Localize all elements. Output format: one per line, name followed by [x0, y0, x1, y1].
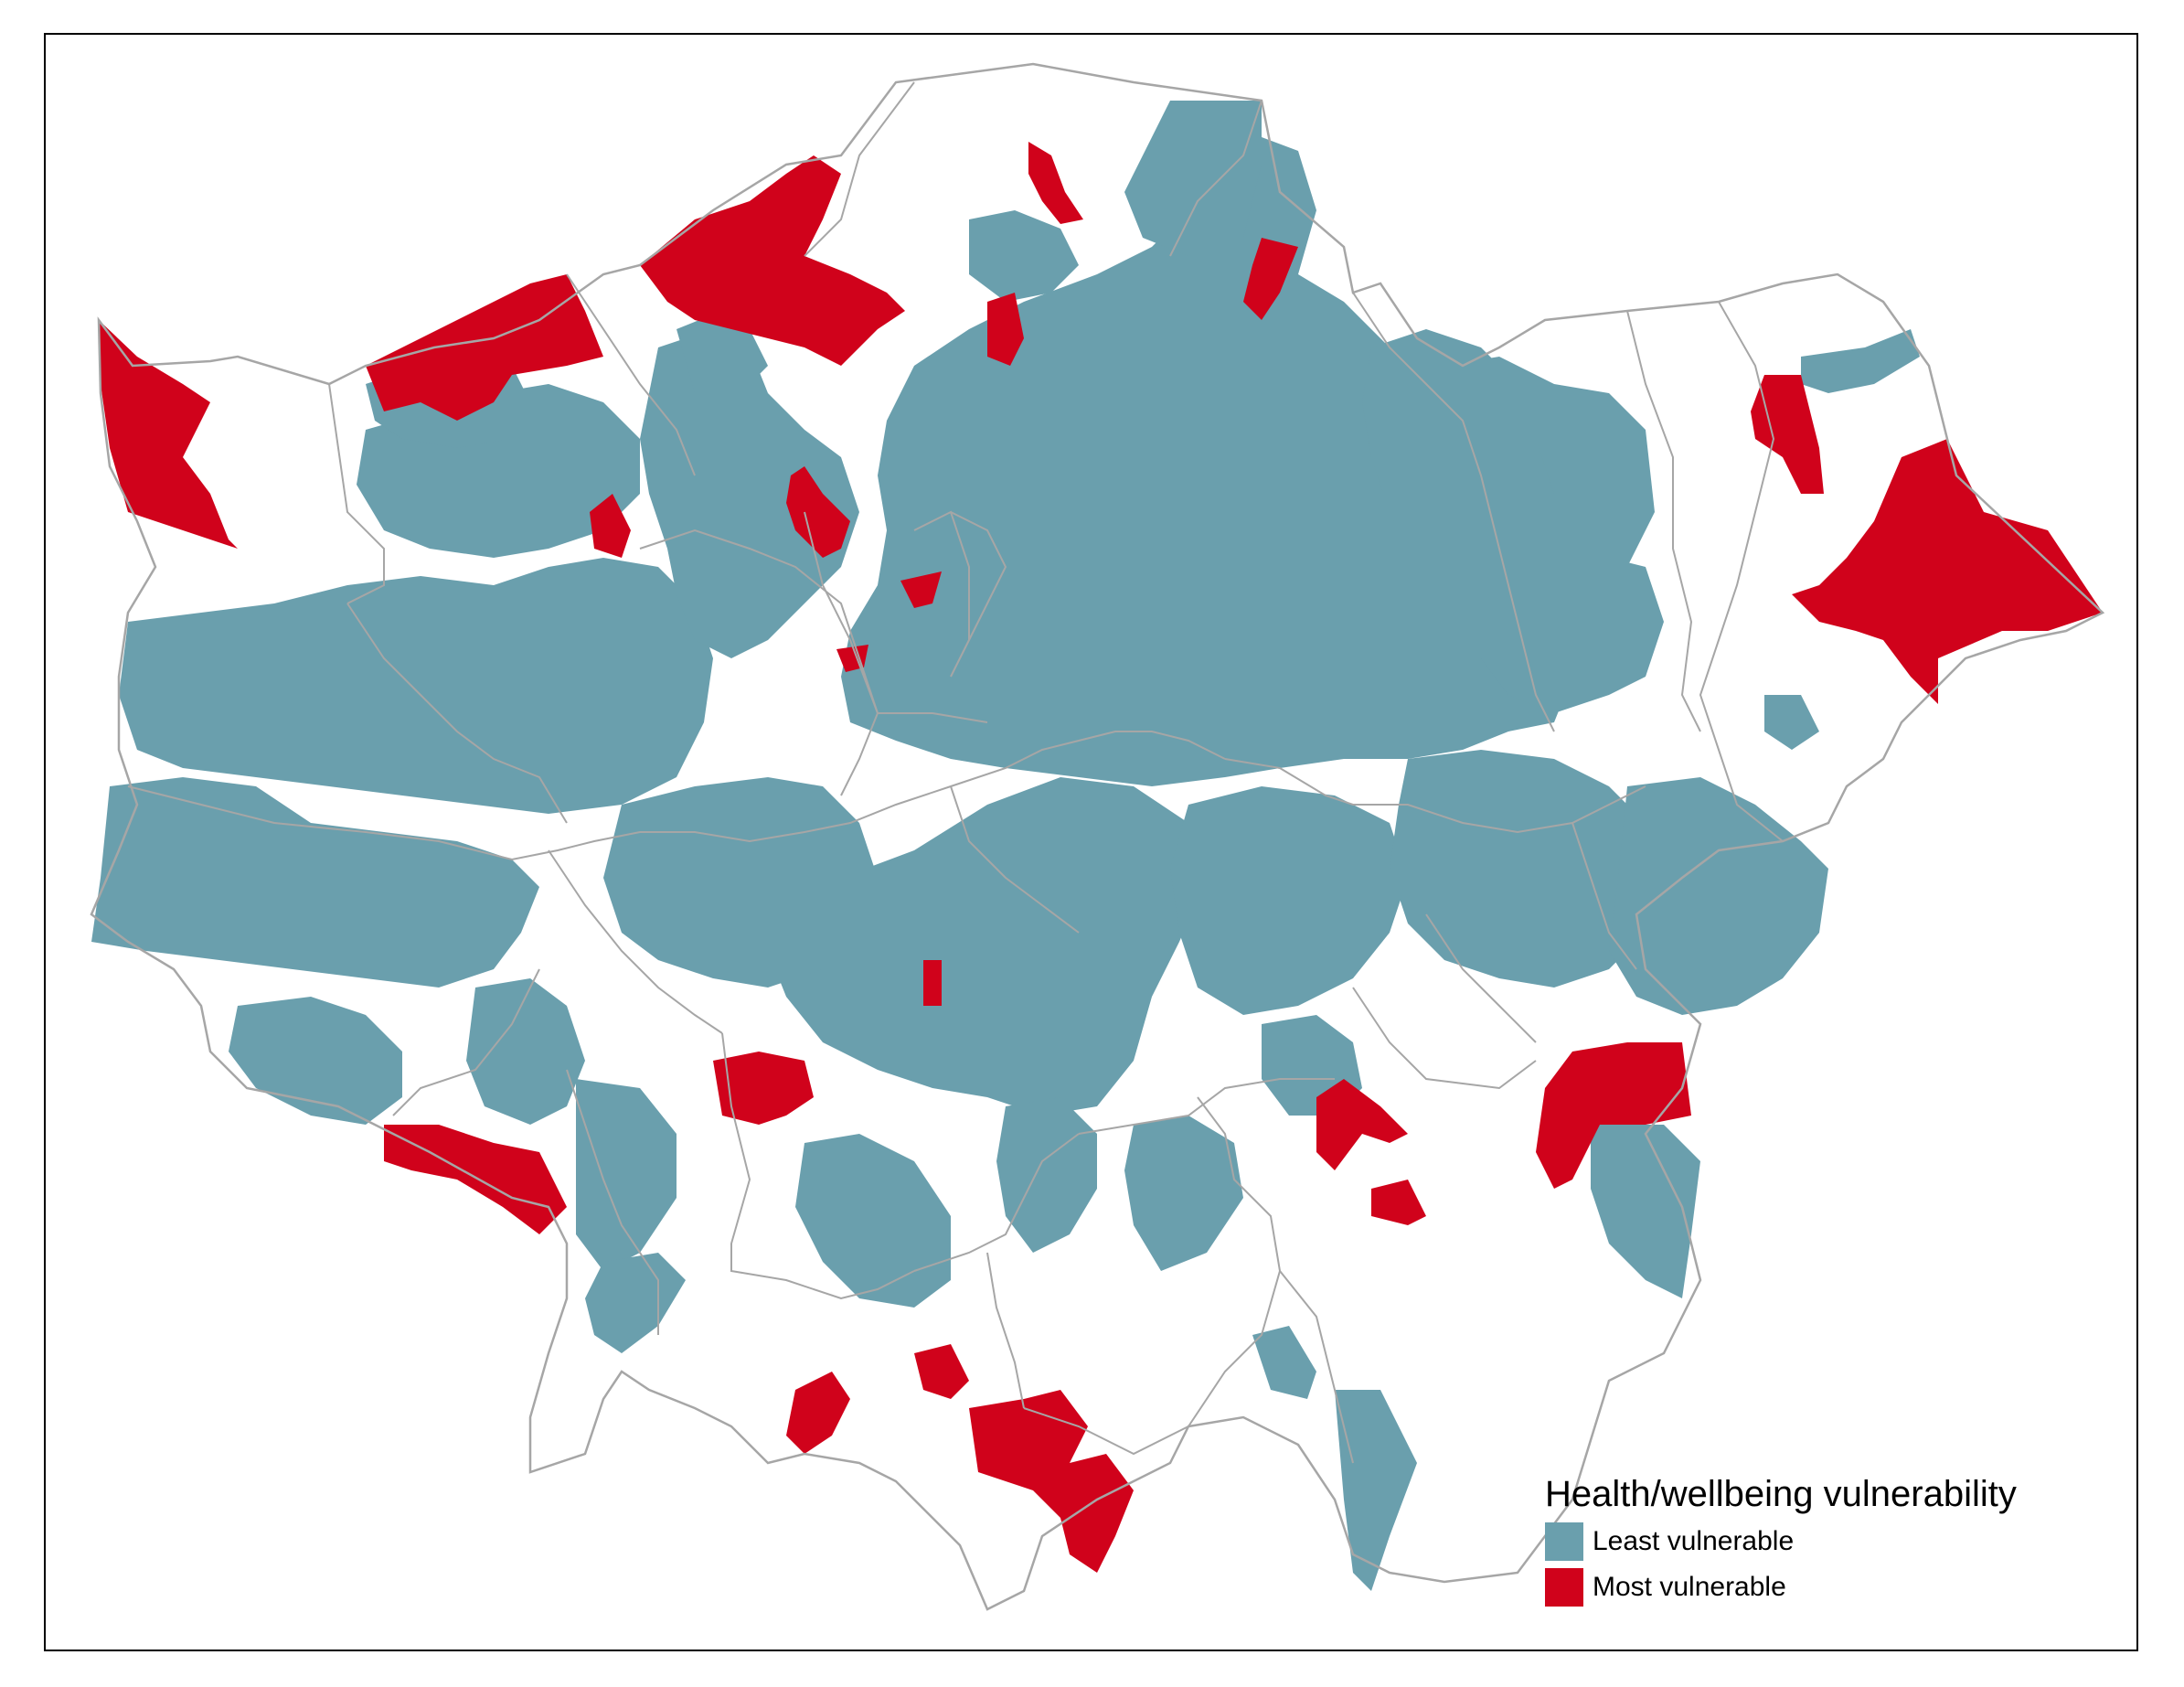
legend-title: Health/wellbeing vulnerability [1545, 1474, 2017, 1514]
legend-swatch-most-vulnerable [1545, 1568, 1583, 1607]
boundary-internal-13 [548, 849, 723, 1034]
boundary-internal-24 [1425, 913, 1537, 1043]
boundary-internal-1 [328, 383, 385, 604]
least-vulnerable-area-sutton-south [585, 1253, 686, 1353]
most-vulnerable-area-barnet-northeast [1028, 142, 1083, 224]
legend-item-most-vulnerable: Most vulnerable [1545, 1568, 2017, 1607]
boundary-internal-27 [878, 712, 988, 723]
boundary-internal-25 [1571, 822, 1637, 970]
most-vulnerable-area-sutton-east [914, 1344, 969, 1399]
boundary-internal-14 [392, 968, 540, 1116]
most-vulnerable-area-merton [713, 1052, 814, 1125]
boundary-internal-18 [986, 1252, 1025, 1409]
boundary-internal-28 [804, 511, 879, 714]
boundary-internal-9 [346, 603, 568, 824]
boundary-internal-8 [127, 731, 1226, 861]
london-outer-boundary [90, 62, 2105, 1611]
boundary-internal-4 [1169, 100, 1262, 257]
boundary-internal-12 [1224, 758, 1646, 834]
most-vulnerable-area-lambeth [900, 571, 942, 608]
boundary-internal-21 [1279, 1270, 1354, 1464]
least-vulnerable-area-south-edge [1252, 1326, 1316, 1399]
most-vulnerable-area-enfield-west [987, 293, 1024, 366]
most-vulnerable-area-lewisham [1316, 1079, 1408, 1170]
boundary-internal-19 [1023, 1407, 1189, 1456]
least-vulnerable-area-north-spine [1124, 101, 1262, 256]
legend-item-least-vulnerable: Least vulnerable [1545, 1522, 2017, 1561]
most-vulnerable-area-brent [590, 494, 631, 558]
legend: Health/wellbeing vulnerability Least vul… [1545, 1474, 2017, 1607]
most-vulnerable-area-bromley [1371, 1180, 1426, 1225]
least-vulnerable-areas [91, 101, 1920, 1591]
least-vulnerable-area-southeast-central [1170, 786, 1408, 1015]
least-vulnerable-area-north-west-central [640, 329, 859, 658]
most-vulnerable-area-southwest-edge [384, 1125, 567, 1234]
boundary-internal-2 [566, 273, 696, 476]
most-vulnerable-area-barnet-north [640, 155, 905, 366]
least-vulnerable-area-northeast [1362, 329, 1664, 713]
boundary-internal-20 [1188, 1096, 1282, 1427]
boundary-internal-3 [804, 81, 915, 257]
least-vulnerable-area-central-west [603, 777, 878, 988]
least-vulnerable-area-west-north [119, 558, 713, 814]
legend-label-least-vulnerable: Least vulnerable [1593, 1526, 1795, 1556]
boundary-internal-11 [950, 511, 1007, 641]
least-vulnerable-area-enfield [969, 210, 1079, 302]
borough-boundaries [90, 62, 2105, 1611]
least-vulnerable-area-croydon-central [996, 1097, 1097, 1253]
most-vulnerable-area-haringey [786, 466, 850, 558]
most-vulnerable-area-wandsworth [923, 960, 942, 1006]
least-vulnerable-area-east [1390, 750, 1664, 988]
boundary-internal-26 [950, 785, 1080, 934]
boundary-internal-15 [566, 1069, 659, 1335]
least-vulnerable-area-bexley-south [1591, 1125, 1700, 1298]
most-vulnerable-area-bexley [1536, 1042, 1691, 1189]
most-vulnerable-area-croydon-south [969, 1390, 1134, 1573]
least-vulnerable-area-havering-north [1801, 329, 1920, 393]
least-vulnerable-area-havering-south [1764, 695, 1819, 750]
least-vulnerable-area-bromley-west [1124, 1116, 1243, 1271]
boundary-internal-5 [1352, 292, 1555, 732]
boundary-internal-16 [721, 1032, 915, 1300]
least-vulnerable-area-southeast-edge [1335, 1390, 1417, 1591]
most-vulnerable-area-havering-east [1792, 439, 2103, 704]
boundary-internal-23 [1078, 1078, 1335, 1135]
most-vulnerable-area-harrow-north [366, 274, 603, 421]
legend-swatch-least-vulnerable [1545, 1522, 1583, 1561]
most-vulnerable-area-enfield-east [1243, 238, 1298, 320]
least-vulnerable-area-kingston [466, 978, 585, 1125]
least-vulnerable-area-bexley [1609, 777, 1828, 1015]
least-vulnerable-area-sutton-north [576, 1079, 677, 1271]
boundary-internal-10 [639, 529, 879, 796]
boundary-internal-6 [1626, 310, 1701, 732]
most-vulnerable-area-havering-north [1751, 375, 1824, 494]
boundary-internal-29 [913, 510, 970, 678]
least-vulnerable-area-south-central [768, 777, 1207, 1116]
legend-label-most-vulnerable: Most vulnerable [1593, 1572, 1786, 1602]
least-vulnerable-area-croydon-north [795, 1134, 951, 1308]
least-vulnerable-area-southwest [229, 997, 402, 1125]
most-vulnerable-area-hillingdon-north [99, 320, 238, 549]
boundary-internal-22 [1352, 987, 1537, 1090]
boundary-internal-17 [913, 1133, 1080, 1272]
least-vulnerable-area-west [91, 777, 539, 988]
most-vulnerable-area-sutton [786, 1372, 850, 1454]
boundary-internal-7 [1699, 301, 1784, 842]
